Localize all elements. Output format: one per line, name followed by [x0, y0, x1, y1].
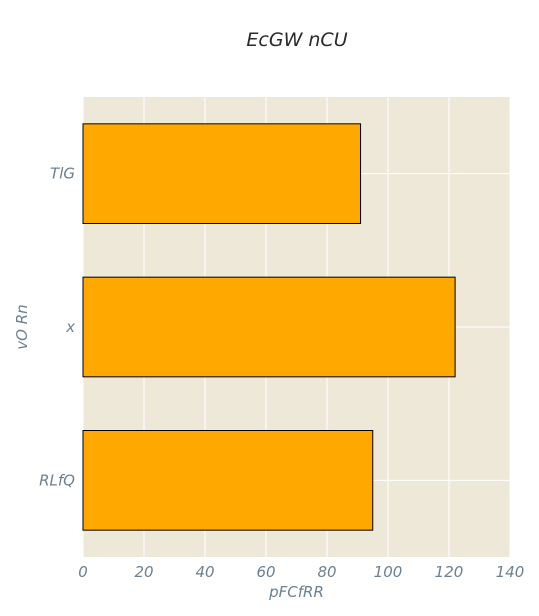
y-tick-labels: TlG x RLfQ [39, 165, 75, 490]
x-tick-label: 140 [496, 563, 525, 581]
x-tick-labels: 0 20 40 60 80 100 120 140 [78, 563, 524, 581]
bars [82, 123, 456, 531]
x-tick-label: 40 [195, 563, 214, 581]
x-tick-label: 0 [78, 563, 88, 581]
x-tick-label: 80 [317, 563, 336, 581]
x-tick-label: 60 [256, 563, 275, 581]
y-axis-label: vO Rn [13, 304, 31, 349]
y-tick-label: RLfQ [39, 471, 75, 489]
x-tick-label: 120 [435, 563, 464, 581]
bar [82, 123, 362, 224]
y-tick-label: x [65, 318, 75, 336]
x-tick-label: 100 [374, 563, 403, 581]
bar [82, 276, 456, 378]
chart-title: EcGW nCU [246, 29, 347, 51]
bar [82, 430, 374, 531]
y-tick-label: TlG [50, 165, 75, 183]
x-tick-label: 20 [134, 563, 153, 581]
x-axis-label: pFCfRR [268, 583, 324, 601]
